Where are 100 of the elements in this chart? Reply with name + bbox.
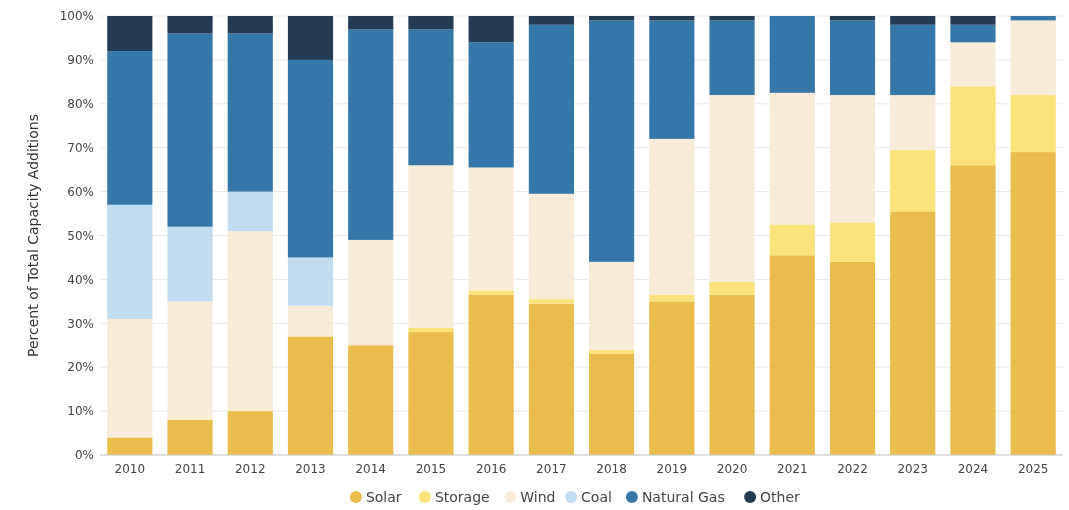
y-tick-label: 20% — [67, 360, 94, 375]
bar — [950, 165, 996, 455]
bar — [287, 59, 334, 258]
x-tick-label: 2017 — [536, 462, 567, 476]
x-tick-label: 2025 — [1017, 462, 1049, 476]
bar — [890, 24, 936, 96]
legend-label: Solar — [365, 489, 402, 505]
bar — [709, 294, 755, 455]
bar — [287, 336, 334, 455]
bar — [589, 20, 635, 262]
y-axis-title: Percent of Total Capacity Additions — [25, 114, 41, 357]
bar — [950, 42, 996, 87]
bar — [950, 16, 996, 25]
bar — [890, 16, 936, 25]
y-tick-label: 80% — [67, 97, 94, 111]
y-tick-label: 100% — [59, 9, 94, 24]
x-tick-label: 2024 — [957, 462, 989, 476]
bar — [167, 419, 213, 455]
bar — [589, 349, 635, 355]
bar — [227, 191, 273, 232]
bar — [649, 16, 695, 21]
bar — [589, 261, 635, 350]
y-tick-label: 30% — [67, 316, 94, 331]
bar — [950, 24, 996, 43]
bar — [829, 222, 876, 262]
bar — [769, 255, 815, 455]
bar — [890, 95, 936, 150]
x-tick-label: 2021 — [777, 462, 808, 476]
bar — [890, 211, 936, 455]
bar — [589, 354, 635, 455]
bar — [649, 20, 695, 139]
legend-label: Wind — [520, 489, 556, 505]
x-tick-label: 2022 — [837, 462, 868, 476]
bar — [227, 411, 273, 455]
bar — [890, 149, 936, 212]
bar — [348, 345, 394, 455]
bar — [408, 16, 454, 30]
bar — [589, 16, 635, 21]
bar — [167, 226, 213, 302]
x-tick-label: 2020 — [716, 462, 748, 476]
bar — [408, 332, 454, 455]
bar — [227, 33, 273, 192]
bar — [227, 16, 273, 34]
bar — [468, 290, 514, 295]
bar — [1010, 95, 1056, 153]
x-tick-label: 2011 — [174, 462, 206, 476]
bar — [348, 29, 394, 240]
bar — [769, 16, 815, 93]
y-tick-label: 90% — [67, 53, 94, 68]
bar — [829, 95, 876, 223]
bar — [468, 167, 514, 291]
bar — [348, 16, 394, 30]
bar — [649, 301, 695, 455]
bar — [829, 20, 876, 96]
x-tick-label: 2018 — [596, 462, 627, 476]
bar — [167, 16, 213, 34]
bar — [227, 231, 273, 412]
x-tick-label: 2016 — [475, 462, 507, 476]
bar — [107, 437, 153, 455]
bar — [468, 16, 514, 43]
bar — [709, 95, 755, 282]
bar — [408, 327, 454, 333]
x-tick-label: 2019 — [656, 462, 688, 476]
bar — [649, 294, 695, 302]
x-tick-label: 2012 — [234, 462, 266, 476]
legend-label: Coal — [581, 489, 612, 505]
bar — [829, 16, 876, 21]
bar — [348, 239, 394, 346]
bar — [528, 24, 574, 194]
bar — [468, 42, 514, 168]
bar — [1010, 20, 1056, 96]
bar — [709, 16, 755, 21]
x-tick-label: 2015 — [415, 462, 447, 476]
bar — [950, 86, 996, 166]
x-tick-label: 2014 — [355, 462, 386, 476]
bar — [107, 16, 153, 52]
legend-label: Storage — [434, 489, 490, 505]
bar — [769, 224, 815, 256]
x-tick-label: 2023 — [897, 462, 929, 476]
bar — [1010, 152, 1056, 455]
bar — [769, 92, 815, 225]
y-tick-label: 50% — [67, 228, 94, 243]
bar — [287, 305, 334, 337]
x-tick-label: 2013 — [295, 462, 326, 476]
y-tick-label: 40% — [67, 272, 94, 287]
y-tick-label: 70% — [67, 140, 94, 155]
bar — [167, 33, 213, 227]
bar — [528, 193, 574, 300]
bar — [528, 303, 574, 455]
y-tick-label: 60% — [67, 184, 94, 199]
bar — [709, 20, 755, 96]
bar — [107, 318, 153, 438]
bar — [107, 204, 153, 319]
bar — [408, 165, 454, 328]
bar — [829, 261, 876, 455]
bar — [287, 16, 334, 60]
bar — [287, 257, 334, 306]
bar — [167, 301, 213, 420]
y-tick-label: 10% — [67, 404, 94, 419]
bar — [709, 281, 755, 295]
